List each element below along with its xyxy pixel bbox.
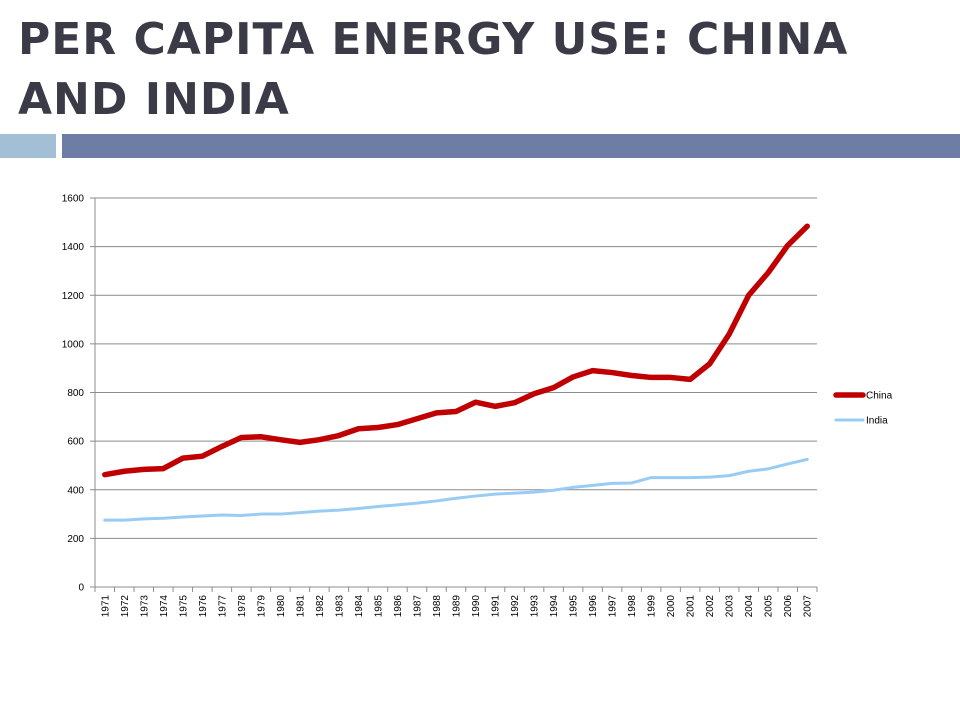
x-tick-label: 2007 [803,595,814,618]
x-tick-label: 1984 [354,595,365,618]
y-tick-label: 0 [78,583,84,594]
legend-label-china: China [866,391,893,402]
grid-lines [95,197,817,539]
x-tick-label: 1974 [159,595,170,618]
x-tick-label: 1975 [178,595,189,618]
x-tick-label: 1996 [588,595,599,618]
x-tick-label: 1991 [491,595,502,618]
accent-bar-left [0,134,56,158]
y-tick-label: 1000 [62,339,85,350]
x-tick-label: 1986 [393,595,404,618]
x-tick-label: 2002 [705,595,716,618]
y-tick-label: 600 [67,437,84,448]
x-tick-label: 1985 [373,595,384,618]
y-tick-label: 1400 [62,242,85,253]
x-tick-label: 1988 [432,595,443,618]
x-tick-label: 1972 [120,595,131,618]
slide-title: PER CAPITA ENERGY USE: CHINA AND INDIA [18,14,849,125]
axes: 0 200 400 600 800 1000 1200 1400 1600 1971 1972 197… [62,194,818,618]
y-tick-label: 400 [67,485,84,496]
series-line-china [102,223,810,478]
x-tick-label: 1971 [100,595,111,618]
y-tick-label: 1600 [62,194,85,205]
x-tick-label: 1992 [510,595,521,618]
x-tick-label: 2000 [666,595,677,618]
x-tick-label: 1978 [237,595,248,618]
x-tick-label: 1990 [471,595,482,618]
x-tick-label: 1995 [569,595,580,618]
x-tick-label: 1997 [608,595,619,618]
x-tick-label: 1993 [530,595,541,618]
x-tick-label: 2005 [764,595,775,618]
x-tick-label: 1973 [139,595,150,618]
x-tick-label: 2004 [744,595,755,618]
accent-bar-right [62,134,960,158]
x-tick-label: 1994 [549,595,560,618]
x-tick-label: 1999 [647,595,658,618]
legend-label-india: India [866,416,888,427]
x-tick-label: 1977 [217,595,228,618]
x-tick-label: 1981 [295,595,306,618]
x-tick-label: 1983 [334,595,345,618]
x-tick-label: 1979 [256,595,267,618]
x-tick-label: 1989 [452,595,463,618]
series-lines [102,223,810,522]
y-tick-label: 1200 [62,291,85,302]
y-tick-label: 800 [67,388,84,399]
y-tick-label: 200 [67,534,84,545]
x-tick-label: 2006 [783,595,794,618]
x-tick-label: 1980 [276,595,287,618]
legend: China India [833,391,893,427]
x-tick-label: 1982 [315,595,326,618]
x-tick-label: 1998 [627,595,638,618]
x-tick-label: 1987 [412,595,423,618]
x-tick-label: 2003 [725,595,736,618]
series-line-india [103,457,809,522]
x-tick-label: 1976 [198,595,209,618]
x-tick-label: 2001 [686,595,697,618]
